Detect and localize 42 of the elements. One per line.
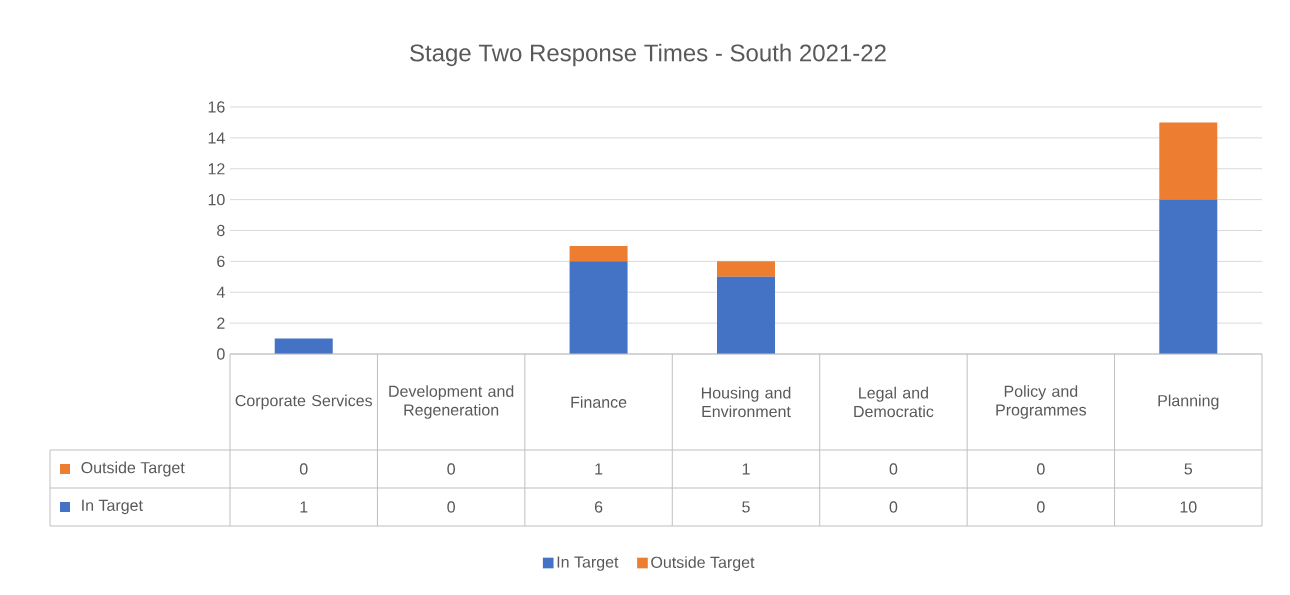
data-label: 1: [300, 501, 308, 513]
data-label: 0: [1037, 501, 1045, 513]
x-tick-label: Planning: [1158, 394, 1219, 410]
x-tick-label: Corporate Services: [235, 394, 373, 410]
x-tick-label: Finance: [571, 396, 627, 408]
y-tick-label: 10: [208, 193, 225, 206]
chart-title: Stage Two Response Times - South 2021-22: [410, 43, 886, 67]
bar: [717, 276, 775, 354]
y-tick-label: 4: [216, 286, 225, 298]
data-label: 0: [889, 501, 898, 513]
text: In Target: [557, 556, 619, 571]
y-tick-label: 12: [208, 163, 225, 175]
data-label: 0: [889, 463, 898, 475]
bar: [569, 261, 628, 354]
x-tick-label: Housing and Environment: [701, 386, 791, 418]
data-label: 5: [742, 501, 750, 513]
data-label: 0: [299, 463, 308, 475]
data-label: 1: [595, 463, 603, 475]
data-label: 0: [447, 501, 455, 513]
bar: [1159, 199, 1218, 354]
text: Outside Target: [81, 461, 185, 477]
y-tick-label: 8: [217, 224, 225, 237]
y-tick-label: 0: [217, 348, 225, 360]
y-tick-label: 6: [217, 255, 225, 268]
data-label: 1: [742, 463, 750, 475]
x-tick-label: Development and Regeneration: [389, 385, 514, 419]
data-label: 10: [1180, 501, 1197, 513]
y-tick-label: 14: [208, 132, 225, 144]
legend-label: Outside Target: [651, 556, 755, 572]
x-tick-label: Legal and Democratic: [854, 386, 934, 418]
legend-label: In Target: [82, 499, 143, 515]
data-label: 0: [1037, 463, 1045, 475]
y-tick-label: 16: [208, 101, 225, 113]
data-label: 5: [1184, 463, 1193, 475]
bar: [717, 261, 775, 277]
x-tick-label: Policy and Programmes: [996, 385, 1087, 419]
bar: [569, 245, 628, 262]
bar: [274, 338, 333, 354]
data-label: 6: [594, 501, 603, 513]
y-tick-label: 2: [217, 317, 225, 329]
bar: [1159, 122, 1218, 200]
data-label: 0: [447, 463, 455, 475]
